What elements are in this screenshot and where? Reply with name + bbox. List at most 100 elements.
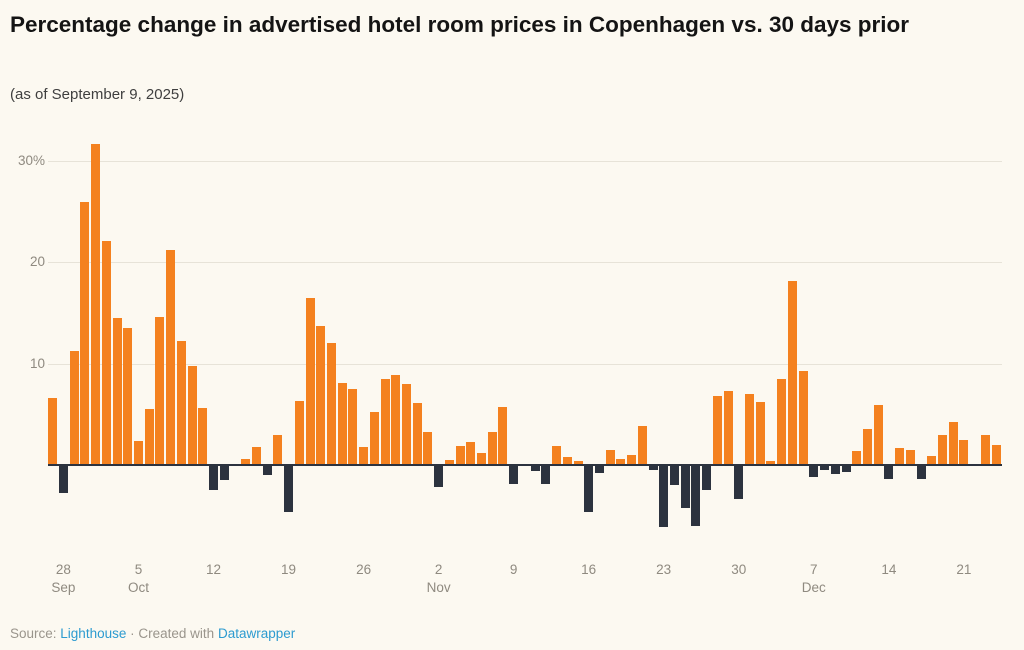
bar-nov-5[interactable] (466, 441, 476, 464)
bar-oct-15[interactable] (241, 458, 251, 464)
bar-nov-26[interactable] (691, 466, 701, 526)
bar-nov-3[interactable] (444, 459, 454, 464)
bar-nov-11[interactable] (530, 466, 540, 472)
bar-dec-11[interactable] (852, 450, 862, 464)
x-tick-label-dec-14: 14 (881, 562, 897, 577)
bar-sep-29[interactable] (69, 351, 79, 464)
source-link[interactable]: Lighthouse (60, 626, 127, 641)
bar-dec-18[interactable] (927, 455, 937, 464)
x-tick-label-dec-7: 7 (810, 562, 818, 577)
chart-footer: Source: Lighthouse · Created with Datawr… (10, 626, 295, 641)
bar-oct-28[interactable] (380, 378, 390, 464)
bar-dec-15[interactable] (895, 447, 905, 464)
bar-nov-20[interactable] (627, 454, 637, 464)
bar-nov-1[interactable] (423, 431, 433, 464)
bar-nov-2[interactable] (434, 466, 444, 488)
bar-dec-24[interactable] (991, 444, 1001, 464)
bar-nov-13[interactable] (552, 445, 561, 464)
bar-nov-16[interactable] (584, 466, 594, 512)
bar-oct-23[interactable] (326, 343, 336, 464)
bar-nov-23[interactable] (659, 466, 669, 527)
bar-oct-11[interactable] (198, 408, 208, 464)
bar-nov-21[interactable] (637, 426, 647, 464)
bar-sep-27[interactable] (48, 398, 58, 464)
bar-dec-10[interactable] (841, 466, 851, 473)
bar-oct-19[interactable] (284, 466, 293, 512)
bar-nov-14[interactable] (562, 456, 572, 464)
bar-dec-1[interactable] (745, 394, 754, 464)
gridline-20 (48, 262, 1002, 263)
bar-dec-12[interactable] (862, 428, 872, 464)
bar-dec-2[interactable] (755, 402, 765, 464)
bar-oct-18[interactable] (273, 434, 283, 464)
bar-nov-27[interactable] (702, 466, 712, 491)
bar-sep-30[interactable] (80, 202, 90, 464)
bar-oct-12[interactable] (209, 466, 218, 491)
bar-oct-9[interactable] (176, 341, 186, 464)
bar-nov-4[interactable] (455, 445, 465, 464)
bar-dec-3[interactable] (766, 461, 776, 464)
bar-nov-28[interactable] (712, 396, 722, 464)
x-month-label-dec: Dec (801, 580, 826, 595)
bar-dec-17[interactable] (916, 466, 926, 480)
bar-oct-8[interactable] (166, 249, 176, 464)
bar-oct-16[interactable] (251, 446, 261, 464)
bar-oct-5[interactable] (134, 440, 143, 464)
bar-oct-4[interactable] (123, 328, 133, 464)
bar-oct-22[interactable] (316, 326, 326, 464)
bar-oct-31[interactable] (412, 403, 422, 464)
bar-dec-4[interactable] (777, 378, 787, 464)
bar-oct-27[interactable] (369, 412, 379, 464)
bar-oct-2[interactable] (101, 240, 111, 464)
bar-oct-26[interactable] (359, 446, 369, 464)
bar-dec-6[interactable] (798, 370, 808, 464)
bar-oct-7[interactable] (155, 316, 165, 464)
x-tick-label-sep-28: 28 (55, 562, 71, 577)
bar-oct-20[interactable] (294, 401, 304, 464)
bar-oct-3[interactable] (112, 317, 122, 464)
bar-dec-21[interactable] (959, 439, 969, 464)
bar-nov-8[interactable] (498, 407, 508, 464)
y-tick-label-30: 30% (17, 153, 45, 168)
bar-nov-24[interactable] (670, 466, 679, 486)
bar-oct-1[interactable] (91, 144, 101, 464)
bar-oct-29[interactable] (391, 374, 401, 464)
bar-sep-28[interactable] (58, 466, 68, 494)
bar-dec-13[interactable] (873, 405, 883, 464)
bar-oct-6[interactable] (144, 409, 154, 464)
bar-dec-7[interactable] (809, 466, 819, 478)
bar-nov-7[interactable] (487, 431, 497, 464)
bar-oct-10[interactable] (187, 365, 197, 464)
bar-nov-19[interactable] (616, 458, 626, 464)
bar-dec-8[interactable] (820, 466, 829, 471)
x-tick-label-oct-5: 5 (134, 562, 143, 577)
bar-nov-17[interactable] (594, 466, 604, 474)
x-tick-label-nov-2: 2 (434, 562, 443, 577)
bar-dec-23[interactable] (980, 434, 990, 464)
bar-oct-13[interactable] (219, 466, 229, 481)
bar-oct-21[interactable] (305, 297, 315, 464)
bar-nov-22[interactable] (648, 466, 658, 471)
bar-oct-25[interactable] (348, 388, 358, 464)
bar-dec-19[interactable] (938, 434, 947, 464)
bar-nov-29[interactable] (723, 390, 733, 464)
bar-nov-15[interactable] (573, 461, 583, 464)
bar-oct-30[interactable] (402, 383, 411, 464)
bar-dec-9[interactable] (830, 466, 840, 475)
chart-title: Percentage change in advertised hotel ro… (10, 12, 910, 37)
bar-dec-16[interactable] (905, 449, 915, 464)
bar-oct-24[interactable] (337, 382, 347, 464)
bar-dec-14[interactable] (884, 466, 894, 480)
bar-nov-9[interactable] (509, 466, 519, 485)
bar-nov-18[interactable] (605, 449, 615, 464)
bar-dec-5[interactable] (787, 281, 797, 464)
datawrapper-link[interactable]: Datawrapper (217, 626, 296, 641)
x-month-label-nov: Nov (426, 580, 451, 595)
bar-nov-25[interactable] (680, 466, 690, 508)
bar-nov-12[interactable] (541, 466, 551, 485)
bar-nov-6[interactable] (477, 452, 486, 464)
bar-oct-17[interactable] (262, 466, 272, 476)
bar-dec-20[interactable] (948, 422, 958, 464)
bar-nov-30[interactable] (734, 466, 744, 499)
